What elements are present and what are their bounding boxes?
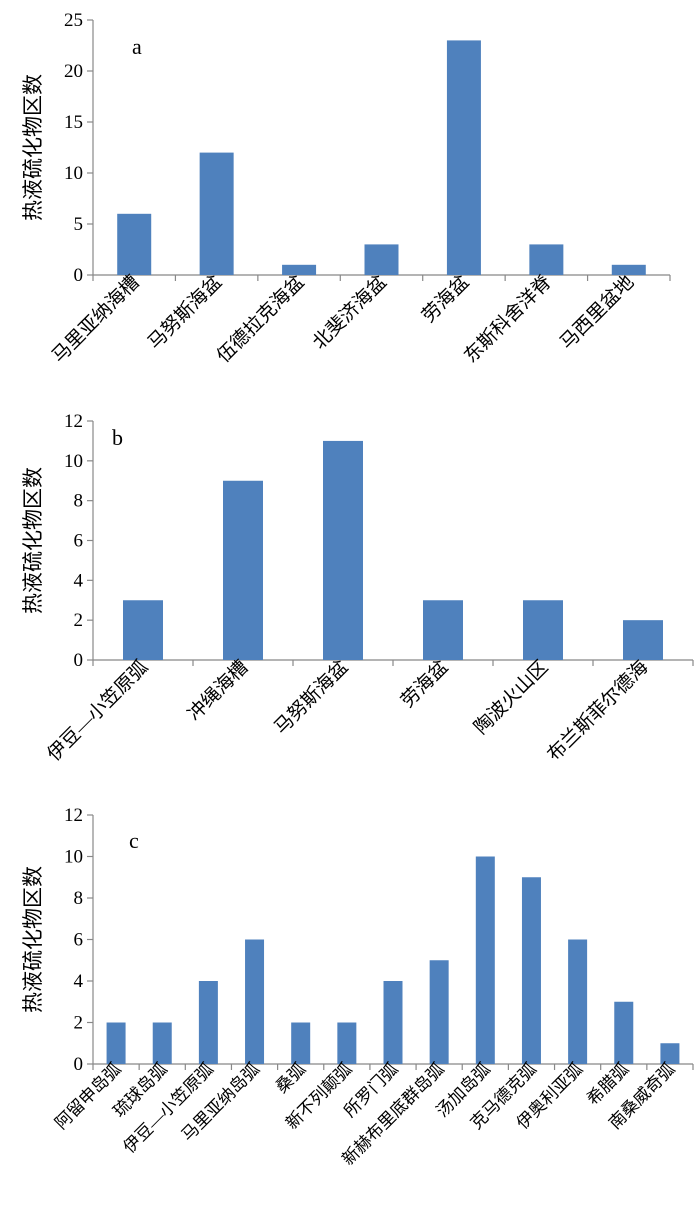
y-tick-label: 8 (74, 888, 84, 909)
x-tick-label: 马努斯海盆 (270, 656, 353, 739)
panel-label: c (129, 828, 139, 853)
x-tick-label: 马努斯海盆 (143, 271, 226, 354)
y-tick-label: 10 (64, 847, 83, 868)
y-tick-label: 2 (74, 610, 84, 631)
y-tick-label: 25 (64, 10, 83, 31)
y-tick-label: 0 (74, 265, 84, 286)
y-axis-label: 热液硫化物区数 (21, 467, 45, 614)
bar (106, 1022, 126, 1064)
bar (423, 600, 463, 660)
bar (611, 264, 646, 275)
bar (199, 152, 234, 275)
bar (245, 939, 265, 1064)
y-axis-label: 热液硫化物区数 (21, 866, 45, 1013)
y-tick-label: 8 (74, 491, 84, 512)
x-tick-label: 冲绳海槽 (183, 656, 252, 725)
y-tick-label: 6 (74, 531, 84, 552)
x-tick-label: 东斯科舍洋脊 (460, 271, 556, 367)
y-tick-label: 15 (64, 112, 83, 133)
x-tick-label: 陶波火山区 (470, 656, 553, 739)
panel-label: b (112, 425, 123, 450)
bar (429, 960, 449, 1064)
x-tick-label: 马西里盆地 (556, 271, 639, 354)
y-tick-label: 4 (74, 570, 84, 591)
bar (291, 1022, 311, 1064)
bar (614, 1001, 634, 1064)
bar (446, 40, 481, 276)
bar (383, 981, 403, 1064)
x-tick-label: 伊豆—小笠原弧 (43, 656, 153, 766)
y-tick-label: 0 (74, 1054, 84, 1075)
bar (660, 1043, 680, 1064)
bar (475, 856, 495, 1064)
x-tick-label: 劳海盆 (397, 656, 453, 712)
x-tick-label: 伍德拉克海盆 (212, 271, 308, 367)
x-tick-label: 布兰斯菲尔德海 (543, 656, 653, 766)
bar (521, 877, 541, 1064)
chart-panel-b: 0 2 4 6 8 10 12 伊豆—小笠原弧 冲绳海槽 马努斯海盆 劳海盆 陶波火山区布兰斯菲尔德海… (21, 411, 694, 766)
y-tick-label: 5 (74, 214, 84, 235)
panel-label: a (132, 34, 142, 59)
y-tick-label: 6 (74, 930, 84, 951)
bar (623, 620, 663, 660)
bar (323, 440, 363, 660)
y-tick-label: 4 (74, 971, 84, 992)
bar (523, 600, 563, 660)
x-tick-label: 马里亚纳海槽 (48, 271, 144, 367)
bar (337, 1022, 357, 1064)
bar (198, 981, 218, 1064)
y-tick-label: 10 (64, 451, 83, 472)
y-tick-label: 0 (74, 650, 84, 671)
bar (282, 264, 317, 275)
bar (117, 213, 152, 275)
bar (529, 244, 564, 275)
y-tick-label: 12 (64, 805, 83, 826)
bar (123, 600, 163, 660)
bar (223, 480, 263, 660)
y-tick-label: 10 (64, 163, 83, 184)
x-tick-label: 劳海盆 (418, 271, 474, 327)
bar (364, 244, 399, 275)
y-tick-label: 12 (64, 411, 83, 432)
x-tick-label: 阿留申岛弧 (51, 1059, 125, 1133)
bar (568, 939, 588, 1064)
y-tick-label: 2 (74, 1013, 84, 1034)
y-axis-label: 热液硫化物区数 (21, 74, 45, 221)
x-tick-label: 北斐济海盆 (308, 271, 391, 354)
y-tick-label: 20 (64, 61, 83, 82)
bar (152, 1022, 172, 1064)
